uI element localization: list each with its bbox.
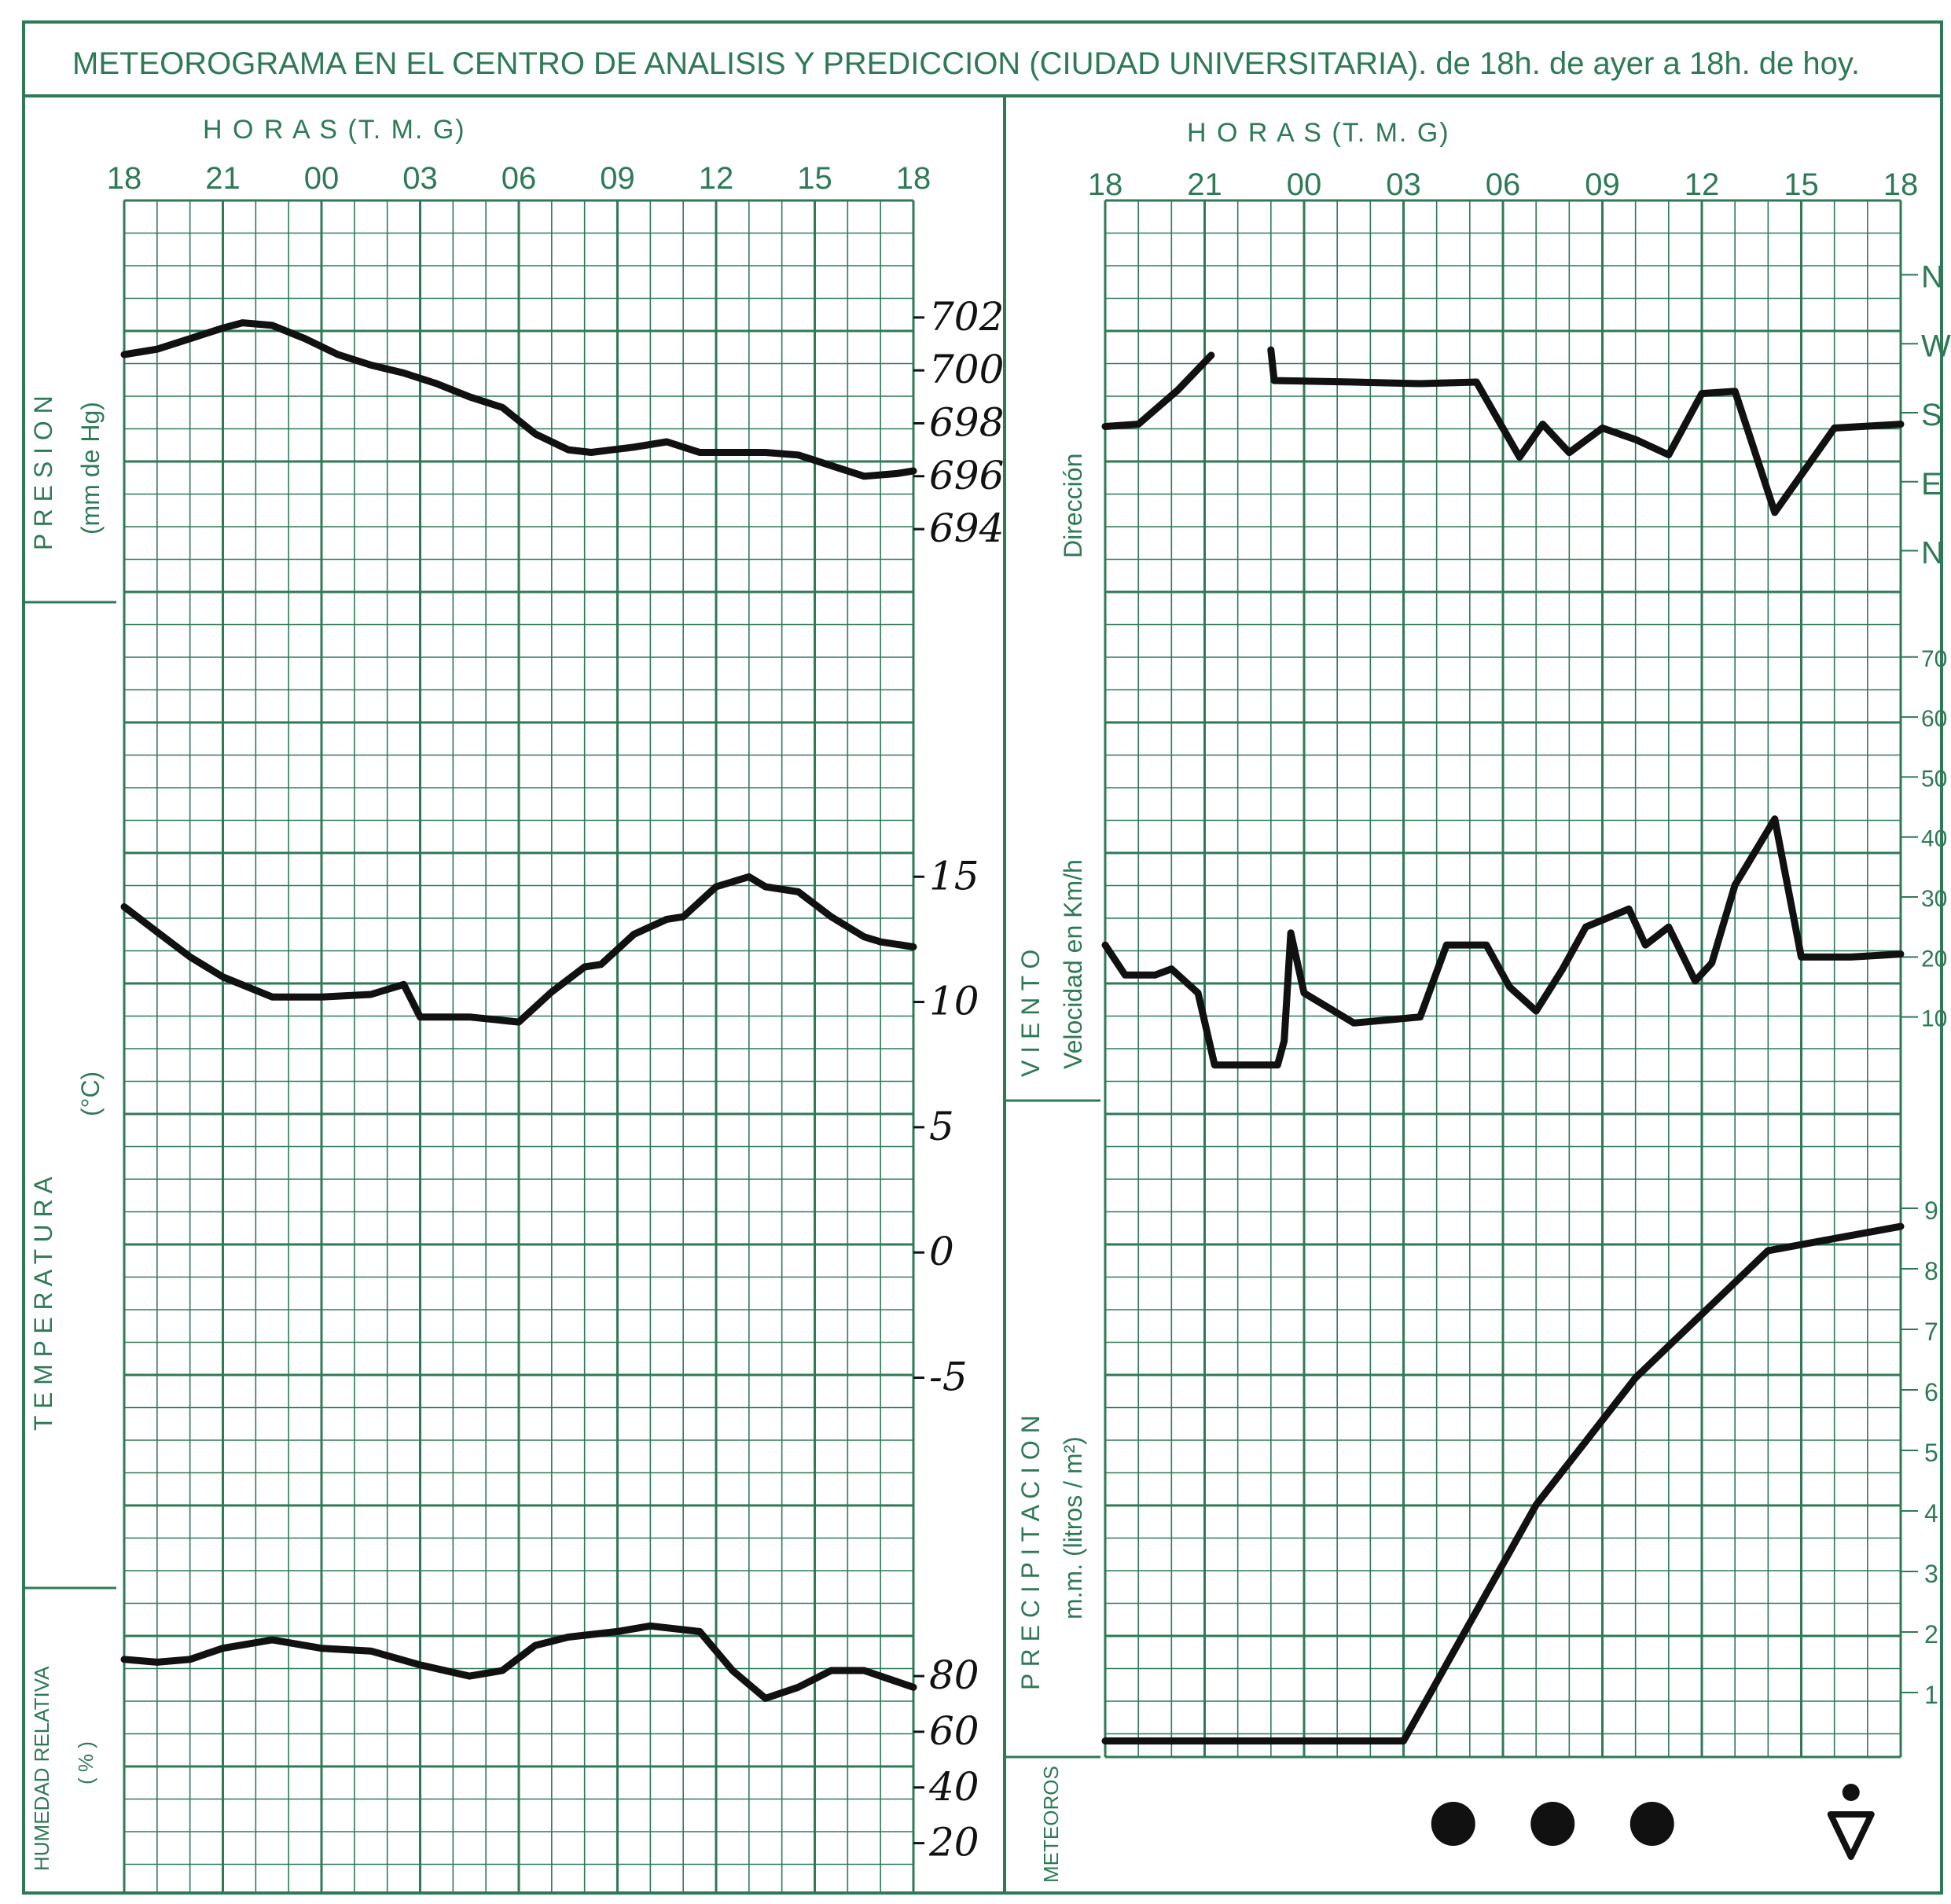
left-grid [123, 199, 915, 1893]
hour-tick-label: 09 [600, 161, 635, 196]
temperature-ytick-label: 10 [929, 979, 979, 1024]
speed-ytick-label: 60 [1921, 706, 1947, 732]
speed-ytick-label: 10 [1921, 1006, 1947, 1032]
left-hour-ticks: 18 21 00 03 06 09 12 15 18 [107, 161, 931, 196]
pressure-label: P R E S I O N [29, 395, 57, 550]
wind-speed-line [1101, 815, 1905, 1069]
precipitation-unit-label: m.m. (litros / m²) [1059, 1436, 1087, 1619]
y-axis-ticks: 702700698696694151050-580604020NESWN7060… [913, 260, 1951, 1865]
temperature-line [120, 873, 917, 1026]
right-hours-header: H O R A S (T. M. G) [1187, 118, 1450, 148]
hour-tick-label: 06 [502, 161, 537, 196]
temperature-ytick-label: 0 [929, 1229, 954, 1274]
pressure-unit-label: (mm de Hg) [76, 402, 105, 535]
speed-ytick-label: 50 [1921, 766, 1947, 792]
direction-ytick-label: W [1921, 329, 1951, 363]
wind-direction-label: Dirección [1059, 454, 1087, 558]
outer-frame [22, 20, 1943, 1895]
precip-ytick-label: 5 [1924, 1439, 1938, 1467]
humidity-ytick-label: 40 [928, 1764, 979, 1810]
hour-tick-label: 09 [1585, 167, 1620, 202]
hour-tick-label: 21 [205, 161, 241, 196]
precip-ytick-label: 8 [1924, 1257, 1938, 1285]
direction-ytick-label: N [1921, 536, 1944, 571]
hour-tick-label: 12 [699, 161, 734, 196]
precip-ytick-label: 3 [1924, 1560, 1938, 1588]
hour-tick-label: 15 [1784, 167, 1819, 202]
left-hours-header: H O R A S (T. M. G) [203, 115, 466, 145]
temperature-unit-label: (°C) [76, 1071, 105, 1116]
precip-ytick-label: 4 [1924, 1499, 1938, 1527]
hour-tick-label: 18 [896, 161, 931, 196]
wind-speed-label: Velocidad en Km/h [1059, 859, 1087, 1069]
pressure-ytick-label: 696 [929, 453, 1004, 498]
direction-ytick-label: E [1921, 467, 1942, 502]
wind-direction-line [1101, 346, 1905, 516]
pressure-ytick-label: 698 [929, 399, 1004, 445]
rain-dot-icon [1431, 1802, 1475, 1846]
hour-tick-label: 21 [1187, 167, 1222, 202]
hour-tick-label: 18 [1883, 167, 1919, 202]
humidity-ytick-label: 60 [929, 1708, 979, 1754]
humidity-label: HUMEDAD RELATIVA [30, 1666, 53, 1871]
meteor-symbols [1105, 1755, 1901, 1860]
hour-tick-label: 15 [797, 161, 832, 196]
pressure-ytick-label: 694 [929, 505, 1004, 551]
pressure-ytick-label: 702 [929, 294, 1004, 340]
temperature-ytick-label: 15 [929, 853, 979, 899]
hour-tick-label: 18 [107, 161, 142, 196]
precip-ytick-label: 1 [1924, 1681, 1938, 1709]
chart-title: METEOROGRAMA EN EL CENTRO DE ANALISIS Y … [72, 46, 1860, 81]
temperature-ytick-label: 5 [929, 1104, 954, 1149]
precip-ytick-label: 9 [1924, 1196, 1938, 1225]
precipitation-line [1101, 1222, 1905, 1745]
hour-tick-label: 12 [1685, 167, 1720, 202]
direction-ytick-label: N [1921, 260, 1944, 295]
humidity-ytick-label: 80 [929, 1652, 979, 1698]
humidity-unit-label: ( % ) [74, 1741, 97, 1785]
hour-tick-label: 03 [1386, 167, 1421, 202]
pressure-line [120, 319, 917, 480]
wind-label: V I E N T O [1016, 950, 1045, 1077]
frames [22, 20, 1943, 1895]
direction-ytick-label: S [1921, 398, 1942, 432]
speed-ytick-label: 40 [1921, 826, 1947, 852]
hour-tick-label: 18 [1088, 167, 1123, 202]
hour-tick-label: 06 [1486, 167, 1521, 202]
series-lines [120, 319, 1905, 1745]
precip-ytick-label: 7 [1924, 1318, 1938, 1346]
hour-tick-label: 00 [1287, 167, 1322, 202]
shower-dot-icon [1842, 1784, 1860, 1801]
precipitation-label: P R E C I P I T A C I O N [1016, 1415, 1045, 1690]
hour-tick-label: 00 [304, 161, 340, 196]
right-hour-ticks: 18 21 00 03 06 09 12 15 18 [1088, 167, 1919, 202]
temperature-ytick-label: -5 [929, 1354, 968, 1400]
hour-tick-label: 03 [402, 161, 438, 196]
pressure-ytick-label: 700 [929, 347, 1004, 392]
speed-ytick-label: 30 [1921, 886, 1947, 912]
rain-dot-icon [1530, 1802, 1575, 1846]
temperature-label: T E M P E R A T U R A [29, 1176, 57, 1431]
precip-ytick-label: 2 [1924, 1620, 1938, 1649]
precip-ytick-label: 6 [1924, 1378, 1938, 1406]
speed-ytick-label: 20 [1921, 946, 1947, 972]
humidity-line [120, 1622, 917, 1702]
humidity-ytick-label: 20 [928, 1820, 979, 1865]
meteors-label: METEOROS [1039, 1766, 1063, 1883]
speed-ytick-label: 70 [1921, 646, 1947, 672]
rain-dot-icon [1630, 1802, 1674, 1846]
shower-triangle-icon [1827, 1811, 1875, 1860]
